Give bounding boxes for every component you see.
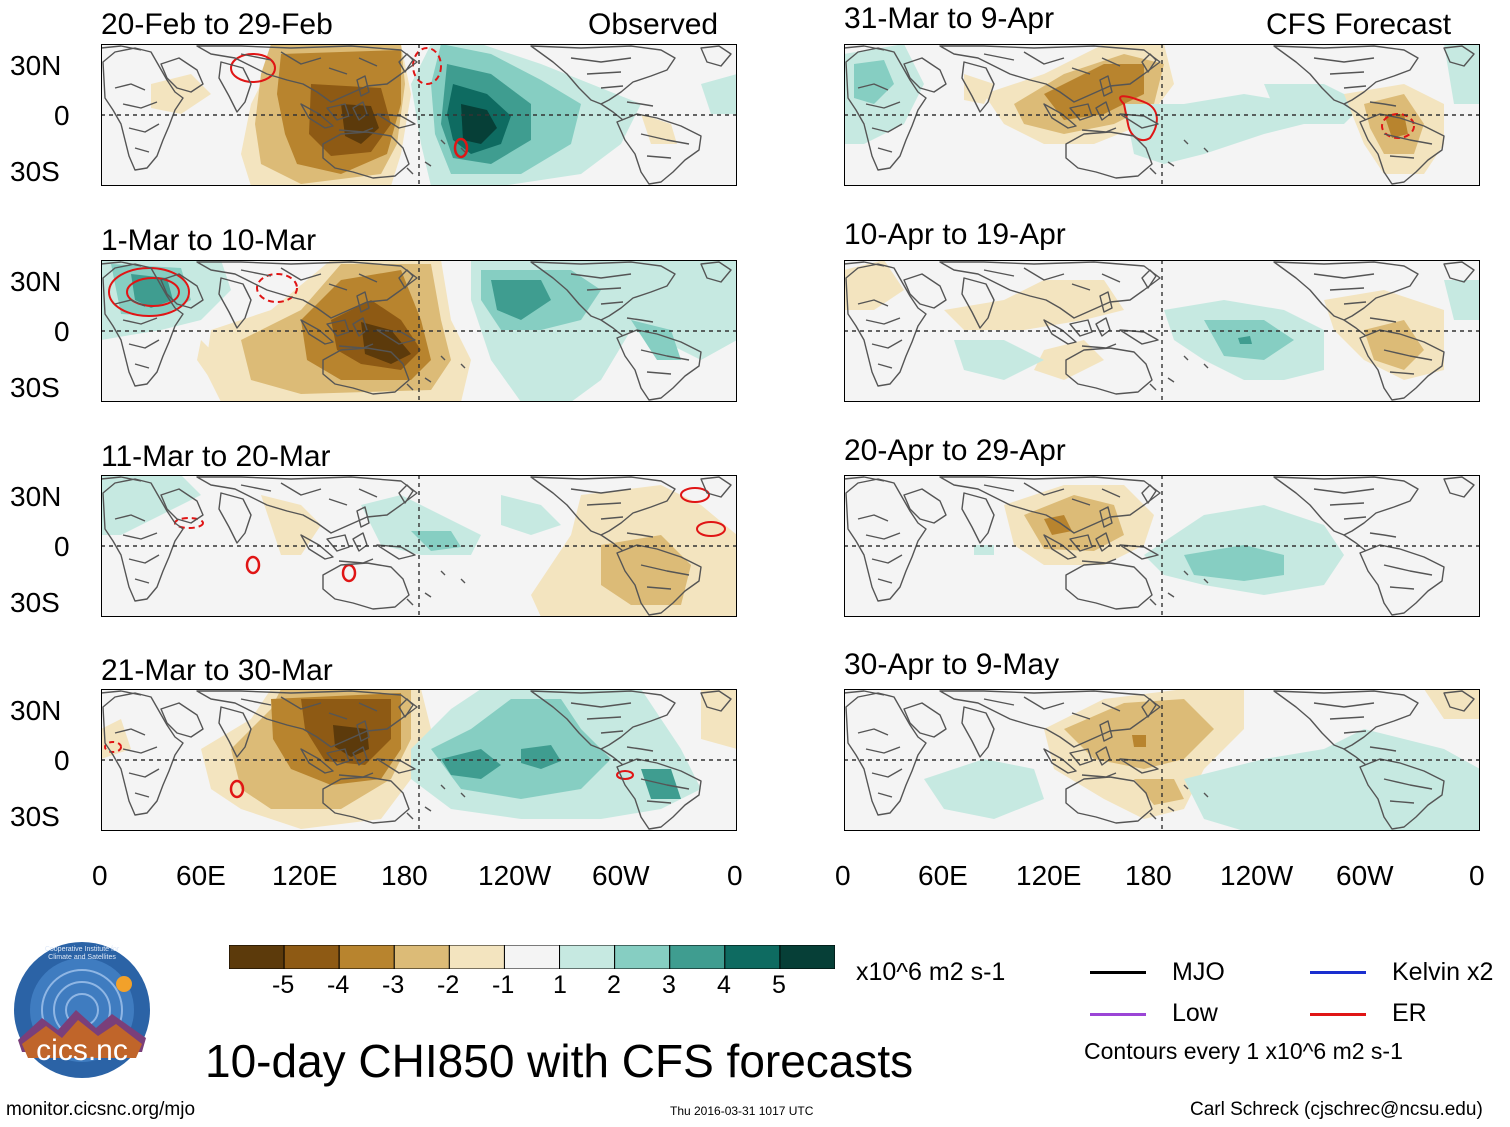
x-tick-label: 0 bbox=[727, 860, 743, 891]
colorbar-label: 5 bbox=[772, 971, 786, 999]
colorbar-swatch bbox=[338, 945, 395, 969]
colorbar-label: -1 bbox=[492, 971, 515, 999]
map-panel bbox=[101, 475, 737, 617]
x-tick-label: 60E bbox=[176, 860, 226, 891]
legend-label: Kelvin x2 bbox=[1392, 958, 1494, 986]
map-panel bbox=[844, 689, 1480, 831]
x-tick-label: 120E bbox=[272, 860, 338, 891]
panel-title: 1-Mar to 10-Mar bbox=[101, 224, 317, 257]
map-panel bbox=[101, 260, 737, 402]
figure-title: 10-day CHI850 with CFS forecasts bbox=[205, 1035, 914, 1087]
y-tick-label: 30N bbox=[10, 50, 62, 81]
y-tick-label: 30N bbox=[10, 481, 62, 512]
colorbar-label: 4 bbox=[717, 971, 731, 999]
timestamp: Thu 2016-03-31 1017 UTC bbox=[670, 1104, 814, 1118]
x-tick-label: 0 bbox=[835, 860, 851, 891]
panel-title: 31-Mar to 9-Apr bbox=[844, 2, 1055, 35]
legend-label: Low bbox=[1172, 999, 1218, 1027]
y-tick-label: 0 bbox=[54, 316, 70, 347]
colorbar-label: 1 bbox=[553, 971, 567, 999]
map-panel bbox=[101, 44, 737, 186]
y-tick-label: 30S bbox=[10, 587, 60, 618]
legend-line-er bbox=[1310, 1013, 1366, 1016]
y-tick-label: 30S bbox=[10, 156, 60, 187]
y-tick-label: 0 bbox=[54, 100, 70, 131]
x-tick-label: 180 bbox=[1125, 860, 1172, 891]
colorbar-label: -4 bbox=[327, 971, 350, 999]
colorbar-label: -3 bbox=[382, 971, 405, 999]
author-credit: Carl Schreck (cjschrec@ncsu.edu) bbox=[1190, 1099, 1483, 1120]
x-tick-label: 120W bbox=[478, 860, 552, 891]
logo-ring-text: Cooperative Institute for Climate and Sa… bbox=[44, 946, 120, 961]
forecast-label: CFS Forecast bbox=[1266, 8, 1452, 41]
legend-label: MJO bbox=[1172, 958, 1225, 986]
colorbar-units: x10^6 m2 s-1 bbox=[856, 958, 1006, 986]
colorbar-swatch bbox=[503, 945, 561, 969]
colorbar-label: -5 bbox=[272, 971, 295, 999]
map-panel bbox=[844, 44, 1480, 186]
logo-text: cics.nc bbox=[36, 1034, 128, 1067]
colorbar-swatch bbox=[724, 945, 781, 969]
colorbar-swatch bbox=[614, 945, 671, 969]
colorbar-swatch bbox=[448, 945, 505, 969]
colorbar-swatch bbox=[283, 945, 340, 969]
y-tick-label: 30N bbox=[10, 266, 62, 297]
y-tick-label: 30S bbox=[10, 372, 60, 403]
legend-line-kelvin bbox=[1310, 971, 1366, 974]
map-panel bbox=[844, 475, 1480, 617]
x-tick-label: 120W bbox=[1220, 860, 1294, 891]
x-tick-label: 180 bbox=[381, 860, 428, 891]
x-tick-label: 0 bbox=[1469, 860, 1485, 891]
colorbar-label: 2 bbox=[607, 971, 621, 999]
colorbar-swatch bbox=[229, 945, 285, 969]
map-panel bbox=[101, 689, 737, 831]
y-tick-label: 0 bbox=[54, 531, 70, 562]
panel-title: 30-Apr to 9-May bbox=[844, 648, 1060, 681]
y-tick-label: 30S bbox=[10, 801, 60, 832]
forecast-column: 31-Mar to 9-Apr CFS Forecast 10-Apr to 1… bbox=[760, 0, 1510, 900]
panel-title: 11-Mar to 20-Mar bbox=[101, 440, 331, 473]
y-tick-label: 30N bbox=[10, 695, 62, 726]
colorbar-label: -2 bbox=[437, 971, 460, 999]
panel-title: 20-Apr to 29-Apr bbox=[844, 434, 1066, 467]
x-tick-label: 120E bbox=[1016, 860, 1082, 891]
observed-column: 20-Feb to 29-Feb Observed 30N 0 30S 1-Ma… bbox=[0, 0, 760, 900]
x-tick-label: 60E bbox=[918, 860, 968, 891]
legend-label: ER bbox=[1392, 999, 1427, 1027]
panel-title: 21-Mar to 30-Mar bbox=[101, 654, 333, 687]
colorbar-swatch bbox=[393, 945, 450, 969]
colorbar-swatch bbox=[669, 945, 726, 969]
colorbar-swatch bbox=[559, 945, 616, 969]
colorbar-label: 3 bbox=[662, 971, 676, 999]
website-link[interactable]: monitor.cicsnc.org/mjo bbox=[6, 1099, 196, 1120]
colorbar-swatch bbox=[779, 945, 835, 969]
contour-note: Contours every 1 x10^6 m2 s-1 bbox=[1084, 1038, 1403, 1064]
panel-title: 10-Apr to 19-Apr bbox=[844, 218, 1066, 251]
y-tick-label: 0 bbox=[54, 745, 70, 776]
colorbar bbox=[229, 945, 835, 969]
legend-line-mjo bbox=[1090, 971, 1146, 974]
x-tick-label: 0 bbox=[92, 860, 108, 891]
map-panel bbox=[844, 260, 1480, 402]
panel-title: 20-Feb to 29-Feb bbox=[101, 8, 333, 41]
observed-label: Observed bbox=[588, 8, 719, 41]
cics-logo: cics.nc bbox=[14, 942, 150, 1078]
x-tick-label: 60W bbox=[1336, 860, 1394, 891]
legend-line-low bbox=[1090, 1013, 1146, 1016]
x-tick-label: 60W bbox=[592, 860, 650, 891]
